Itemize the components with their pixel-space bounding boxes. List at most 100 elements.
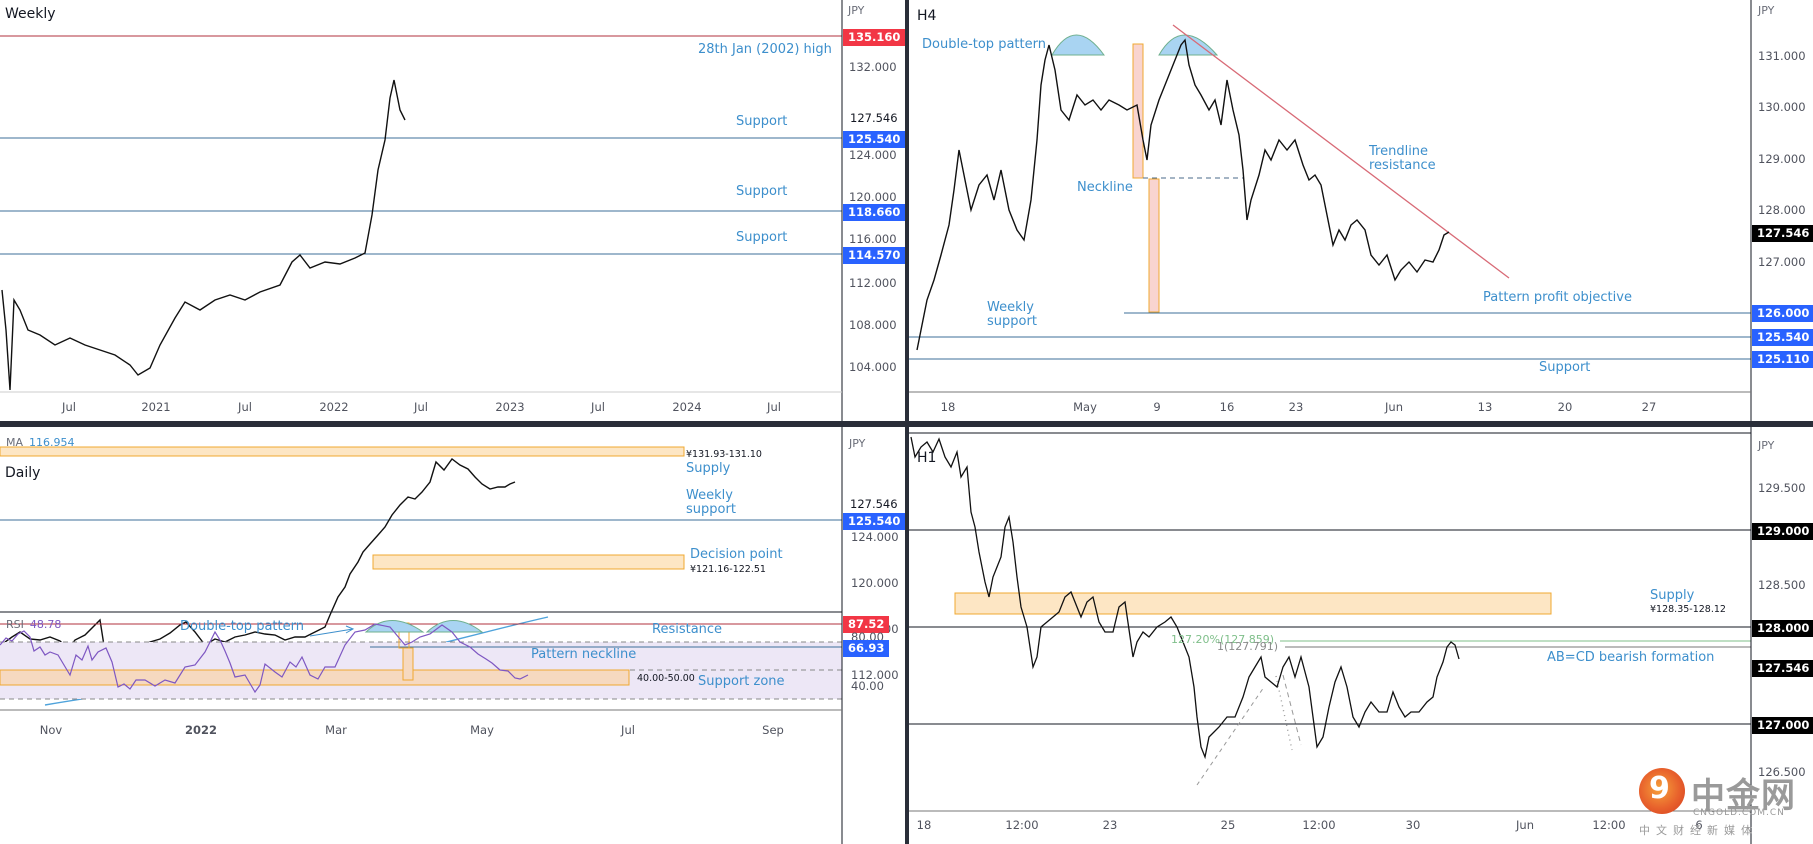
- price-badge-128: 128.000: [1752, 620, 1813, 637]
- x-tick: May: [1073, 400, 1097, 414]
- h1-chart-canvas[interactable]: [909, 427, 1813, 844]
- x-tick: Nov: [39, 723, 63, 737]
- price-badge-support: 118.660: [843, 204, 905, 221]
- y-tick: 126.500: [1758, 765, 1806, 779]
- x-tick: 20: [1557, 400, 1573, 414]
- x-tick: 23: [1288, 400, 1304, 414]
- daily-chart-canvas[interactable]: [0, 427, 905, 844]
- y-tick: 128.000: [1758, 203, 1806, 217]
- rsi-indicator-name: RSI: [6, 618, 24, 631]
- y-tick: 116.000: [849, 232, 897, 246]
- annotation-rsi-resistance: Resistance: [652, 622, 723, 637]
- x-tick: 2021: [141, 400, 171, 414]
- x-tick: Jul: [591, 400, 605, 414]
- x-tick: 2024: [672, 400, 702, 414]
- x-tick: Sep: [762, 723, 784, 737]
- x-tick: Mar: [325, 723, 347, 737]
- annotation-support: Support: [736, 184, 788, 199]
- h4-chart-panel[interactable]: H4 JPY 131.000 130.000 129.000 128.000 1…: [909, 0, 1813, 421]
- annotation-weekly-support: support: [987, 314, 1037, 329]
- x-tick: 18: [916, 818, 932, 832]
- watermark-logo-icon: 9: [1639, 768, 1685, 814]
- annotation-profit-objective: Pattern profit objective: [1483, 290, 1632, 305]
- annotation-support: Support: [736, 114, 788, 129]
- price-badge-weekly-support: 125.540: [843, 513, 905, 530]
- x-tick: 12:00: [1302, 818, 1336, 832]
- price-badge-support: 125.540: [843, 131, 905, 148]
- daily-chart-panel[interactable]: MA 116.954 Daily JPY 127.546 125.540 124.…: [0, 427, 905, 844]
- rsi-tick: 40.00: [851, 679, 884, 693]
- y-tick: 120.000: [849, 190, 897, 204]
- h4-chart-canvas[interactable]: [909, 0, 1813, 421]
- x-tick: 12:00: [1005, 818, 1039, 832]
- x-tick: 25: [1220, 818, 1236, 832]
- ma-indicator-name: MA: [6, 436, 24, 449]
- annotation-weekly-support: Weekly: [686, 488, 733, 503]
- price-badge-last: 127.546: [1752, 225, 1813, 242]
- x-tick: Jun: [1385, 400, 1403, 414]
- y-tick: 124.000: [849, 148, 897, 162]
- price-badge-support: 125.110: [1752, 351, 1813, 368]
- y-tick: 108.000: [849, 318, 897, 332]
- weekly-chart-panel[interactable]: Weekly JPY 132.000 124.000 120.000 116.0…: [0, 0, 905, 421]
- timeframe-label: Daily: [5, 465, 41, 481]
- ma-indicator-legend[interactable]: MA 116.954: [6, 436, 75, 449]
- ma-indicator-value: 116.954: [29, 436, 75, 449]
- y-tick: 131.000: [1758, 49, 1806, 63]
- x-tick: 23: [1102, 818, 1118, 832]
- timeframe-label: H1: [917, 450, 937, 466]
- y-tick: 112.000: [851, 668, 899, 682]
- x-tick: 2022: [319, 400, 349, 414]
- x-tick: Jul: [621, 723, 635, 737]
- annotation-support: Support: [736, 230, 788, 245]
- price-badge-129: 129.000: [1752, 523, 1813, 540]
- fib-extension-label: 127.20%(127.859): [1171, 633, 1275, 646]
- rsi-badge-neckline: 66.93: [843, 640, 890, 657]
- x-tick: Jun: [1516, 818, 1534, 832]
- annotation-support: Support: [1539, 360, 1591, 375]
- price-badge-last: 127.546: [1752, 660, 1813, 677]
- x-tick: 9: [1153, 400, 1161, 414]
- rsi-indicator-value: 48.78: [29, 618, 62, 631]
- price-badge-last: 127.546: [845, 110, 903, 127]
- annotation-2002-high: 28th Jan (2002) high: [698, 42, 832, 57]
- annotation-neckline: Neckline: [1077, 180, 1133, 195]
- x-tick: Jul: [238, 400, 252, 414]
- x-tick: 2023: [495, 400, 525, 414]
- annotation-supply: Supply: [686, 461, 731, 476]
- annotation-abcd: AB=CD bearish formation: [1547, 650, 1715, 665]
- annotation-weekly-support: Weekly: [987, 300, 1034, 315]
- h1-chart-panel[interactable]: H1 JPY 129.500 129.000 128.500 128.000 1…: [909, 427, 1813, 844]
- x-tick: 30: [1405, 818, 1421, 832]
- annotation-weekly-support: support: [686, 502, 736, 517]
- axis-currency-label: JPY: [849, 437, 866, 450]
- x-tick: 16: [1219, 400, 1235, 414]
- watermark-tagline: 中文财经新媒体: [1639, 824, 1758, 837]
- annotation-supply: Supply: [1650, 588, 1695, 603]
- supply-range-label: ¥131.93-131.10: [686, 449, 762, 460]
- rsi-indicator-legend[interactable]: RSI 48.78: [6, 618, 61, 631]
- annotation-trendline: Trendline: [1369, 144, 1429, 159]
- y-tick: 104.000: [849, 360, 897, 374]
- price-badge-objective: 126.000: [1752, 305, 1813, 322]
- annotation-double-top: Double-top pattern: [922, 37, 1046, 52]
- y-tick: 112.000: [849, 276, 897, 290]
- annotation-decision-point: Decision point: [690, 547, 783, 562]
- x-tick: 2022: [184, 723, 218, 737]
- price-badge-high: 135.160: [843, 29, 905, 46]
- rsi-support-range-label: 40.00-50.00: [637, 673, 695, 684]
- y-tick: 129.500: [1758, 481, 1806, 495]
- fib-one-label: 1(127.791): [1217, 640, 1279, 653]
- y-tick: 120.000: [851, 576, 899, 590]
- weekly-chart-canvas[interactable]: [0, 0, 905, 421]
- price-badge-127: 127.000: [1752, 717, 1813, 734]
- timeframe-label: H4: [917, 8, 937, 24]
- watermark-domain: CNGOLD.COM.CN: [1693, 808, 1785, 818]
- annotation-rsi-double-top: Double-top pattern: [180, 619, 304, 634]
- x-tick: 6: [1695, 818, 1703, 832]
- annotation-rsi-neckline: Pattern neckline: [531, 647, 637, 662]
- x-tick: Jul: [414, 400, 428, 414]
- y-tick: 132.000: [849, 60, 897, 74]
- axis-currency-label: JPY: [1758, 439, 1775, 452]
